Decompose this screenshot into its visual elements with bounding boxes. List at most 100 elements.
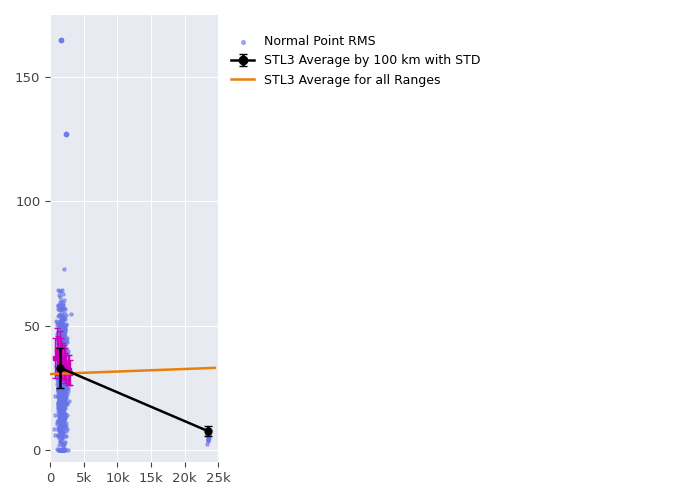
Normal Point RMS: [55, 306, 66, 314]
Normal Point RMS: [56, 370, 67, 378]
Normal Point RMS: [57, 360, 69, 368]
Normal Point RMS: [59, 415, 70, 423]
Normal Point RMS: [60, 398, 71, 406]
Normal Point RMS: [53, 362, 64, 370]
Normal Point RMS: [58, 388, 69, 396]
Normal Point RMS: [56, 376, 67, 384]
Point: [202, 436, 214, 444]
Normal Point RMS: [57, 301, 68, 309]
Normal Point RMS: [57, 365, 68, 373]
Point: [202, 440, 213, 448]
Normal Point RMS: [57, 350, 69, 358]
Normal Point RMS: [54, 334, 65, 342]
Normal Point RMS: [57, 368, 68, 376]
Normal Point RMS: [60, 374, 71, 382]
Normal Point RMS: [55, 414, 66, 422]
Normal Point RMS: [57, 357, 68, 365]
Normal Point RMS: [61, 398, 72, 406]
Normal Point RMS: [57, 390, 68, 398]
Normal Point RMS: [59, 357, 70, 365]
Normal Point RMS: [57, 386, 68, 394]
Normal Point RMS: [55, 370, 66, 378]
Normal Point RMS: [53, 362, 64, 370]
Normal Point RMS: [59, 388, 70, 396]
Normal Point RMS: [55, 398, 66, 406]
Normal Point RMS: [58, 360, 69, 368]
Normal Point RMS: [58, 345, 69, 353]
Normal Point RMS: [57, 405, 69, 413]
Normal Point RMS: [56, 338, 67, 346]
Normal Point RMS: [57, 342, 68, 350]
Normal Point RMS: [57, 360, 68, 368]
Normal Point RMS: [60, 375, 71, 383]
Normal Point RMS: [55, 363, 66, 371]
Normal Point RMS: [53, 382, 64, 390]
Normal Point RMS: [57, 336, 68, 344]
Normal Point RMS: [56, 430, 67, 438]
Normal Point RMS: [57, 366, 69, 374]
Normal Point RMS: [56, 382, 67, 390]
Point: [202, 436, 214, 444]
Normal Point RMS: [59, 392, 70, 400]
Normal Point RMS: [62, 384, 74, 392]
Normal Point RMS: [57, 340, 69, 348]
Normal Point RMS: [56, 408, 67, 416]
Normal Point RMS: [56, 410, 67, 418]
Normal Point RMS: [55, 344, 66, 352]
Point: [202, 429, 214, 437]
Normal Point RMS: [54, 412, 65, 420]
Normal Point RMS: [56, 360, 67, 368]
Legend: Normal Point RMS, STL3 Average by 100 km with STD, STL3 Average for all Ranges: Normal Point RMS, STL3 Average by 100 km…: [226, 30, 485, 92]
Normal Point RMS: [55, 343, 66, 351]
Normal Point RMS: [60, 320, 71, 328]
Normal Point RMS: [54, 363, 65, 371]
Normal Point RMS: [55, 426, 66, 434]
Normal Point RMS: [57, 354, 69, 362]
Normal Point RMS: [51, 334, 62, 342]
Normal Point RMS: [60, 358, 71, 366]
Normal Point RMS: [54, 424, 65, 432]
Normal Point RMS: [55, 385, 66, 393]
Normal Point RMS: [51, 352, 62, 360]
Normal Point RMS: [54, 390, 65, 398]
Normal Point RMS: [56, 402, 67, 410]
Normal Point RMS: [56, 396, 67, 404]
Normal Point RMS: [57, 382, 68, 390]
Normal Point RMS: [55, 366, 66, 374]
Normal Point RMS: [55, 392, 66, 400]
Normal Point RMS: [60, 325, 71, 333]
Normal Point RMS: [57, 378, 68, 386]
Normal Point RMS: [57, 354, 69, 362]
Normal Point RMS: [62, 346, 74, 354]
Normal Point RMS: [55, 358, 66, 366]
Normal Point RMS: [59, 313, 70, 321]
Normal Point RMS: [57, 300, 69, 308]
Normal Point RMS: [58, 388, 69, 396]
Normal Point RMS: [57, 363, 68, 371]
Normal Point RMS: [58, 364, 69, 372]
Normal Point RMS: [52, 386, 64, 394]
Normal Point RMS: [54, 399, 65, 407]
Normal Point RMS: [55, 390, 66, 398]
Normal Point RMS: [52, 350, 64, 358]
Normal Point RMS: [57, 379, 68, 387]
Normal Point RMS: [57, 408, 68, 416]
Normal Point RMS: [55, 350, 66, 358]
Normal Point RMS: [57, 318, 68, 326]
Normal Point RMS: [55, 397, 66, 405]
Normal Point RMS: [57, 304, 69, 312]
Normal Point RMS: [59, 400, 70, 408]
Normal Point RMS: [51, 335, 62, 343]
Normal Point RMS: [56, 386, 67, 394]
Normal Point RMS: [55, 400, 66, 407]
Normal Point RMS: [57, 396, 68, 404]
Normal Point RMS: [57, 398, 68, 406]
Normal Point RMS: [55, 430, 66, 438]
Normal Point RMS: [57, 406, 68, 413]
Normal Point RMS: [55, 320, 66, 328]
Normal Point RMS: [56, 402, 67, 410]
Normal Point RMS: [55, 386, 66, 394]
Normal Point RMS: [56, 372, 67, 380]
Normal Point RMS: [53, 336, 64, 344]
Normal Point RMS: [52, 340, 63, 348]
